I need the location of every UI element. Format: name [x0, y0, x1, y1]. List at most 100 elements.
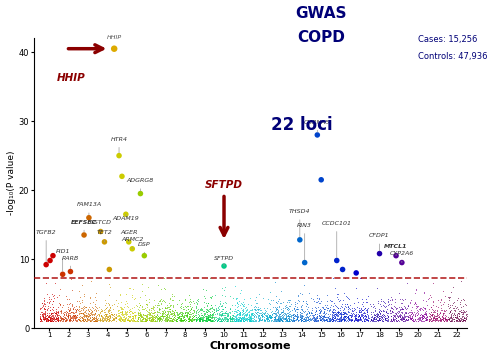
- Point: [276, 316, 283, 322]
- Point: [36, 318, 44, 324]
- Point: [185, 314, 193, 320]
- Point: [100, 309, 108, 315]
- Point: [364, 317, 372, 323]
- Point: [323, 318, 331, 324]
- Point: [195, 317, 203, 323]
- Point: [207, 314, 215, 320]
- Point: [258, 312, 266, 318]
- Point: [262, 307, 270, 313]
- Point: [290, 311, 298, 317]
- Point: [243, 306, 251, 312]
- Point: [174, 311, 182, 317]
- Point: [274, 314, 282, 319]
- Point: [376, 315, 384, 321]
- Point: [118, 316, 126, 322]
- Point: [218, 310, 226, 316]
- Point: [194, 318, 202, 324]
- Point: [121, 311, 129, 317]
- Point: [168, 311, 176, 316]
- Point: [382, 315, 390, 321]
- Point: [77, 310, 85, 315]
- Point: [71, 312, 79, 318]
- Point: [252, 318, 260, 323]
- Point: [297, 306, 305, 311]
- Point: [146, 318, 154, 324]
- Point: [136, 302, 144, 308]
- Point: [392, 315, 400, 321]
- Point: [304, 317, 312, 323]
- Point: [336, 309, 344, 315]
- Point: [66, 317, 74, 323]
- Point: [228, 315, 235, 321]
- Point: [80, 316, 88, 322]
- Point: [427, 309, 435, 315]
- Point: [292, 313, 300, 319]
- Point: [270, 310, 278, 316]
- Point: [50, 310, 58, 316]
- Point: [304, 314, 312, 320]
- Point: [308, 310, 316, 315]
- Point: [440, 315, 448, 320]
- Point: [238, 316, 246, 322]
- Point: [236, 309, 244, 315]
- Point: [146, 315, 154, 321]
- Point: [166, 315, 174, 321]
- Point: [440, 310, 448, 316]
- Point: [46, 307, 54, 313]
- Point: [260, 316, 268, 321]
- Point: [52, 310, 60, 316]
- Point: [370, 308, 378, 314]
- Point: [132, 312, 140, 318]
- Point: [110, 315, 118, 321]
- Point: [206, 318, 214, 324]
- Point: [280, 316, 288, 321]
- Point: [236, 312, 244, 318]
- Point: [402, 310, 409, 316]
- Point: [71, 312, 79, 318]
- Point: [374, 314, 382, 319]
- Point: [204, 316, 212, 322]
- Point: [212, 318, 220, 324]
- Point: [343, 314, 351, 320]
- Point: [122, 315, 130, 321]
- Point: [318, 313, 326, 319]
- Point: [134, 316, 141, 321]
- Point: [62, 308, 70, 314]
- Point: [212, 316, 220, 321]
- Point: [177, 314, 185, 319]
- Point: [298, 291, 306, 297]
- Point: [317, 313, 325, 318]
- Point: [421, 309, 429, 315]
- Point: [430, 307, 438, 313]
- Point: [264, 310, 272, 315]
- Point: [412, 286, 420, 292]
- Point: [360, 317, 368, 323]
- Point: [195, 317, 203, 323]
- Point: [334, 309, 342, 315]
- Point: [439, 317, 447, 323]
- Point: [116, 309, 124, 315]
- Point: [161, 308, 169, 314]
- Point: [82, 313, 90, 319]
- Point: [400, 306, 407, 312]
- Point: [382, 303, 390, 309]
- Point: [452, 318, 460, 324]
- Point: [341, 317, 349, 323]
- Point: [344, 315, 352, 320]
- Point: [226, 315, 234, 321]
- Point: [260, 318, 268, 324]
- Point: [103, 304, 111, 310]
- Point: [128, 313, 136, 319]
- Point: [81, 313, 89, 319]
- Point: [280, 310, 288, 316]
- Point: [264, 313, 272, 319]
- Point: [404, 304, 412, 309]
- Point: [384, 318, 392, 324]
- Point: [291, 303, 299, 309]
- Point: [344, 313, 352, 319]
- Point: [49, 304, 57, 310]
- Point: [288, 318, 296, 324]
- Point: [76, 311, 84, 317]
- Point: [431, 316, 439, 321]
- Point: [371, 307, 379, 313]
